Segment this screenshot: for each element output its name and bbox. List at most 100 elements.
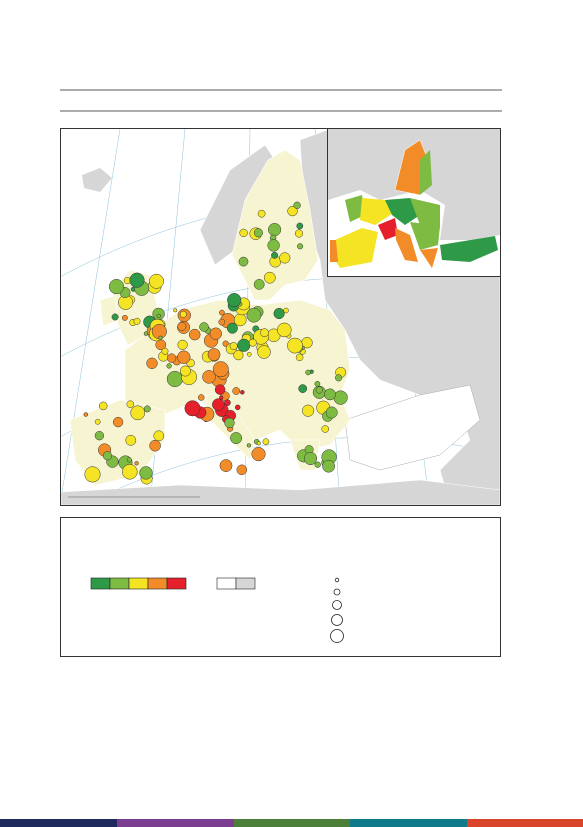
station-marker (248, 338, 257, 347)
station-marker (126, 400, 135, 408)
station-marker (177, 321, 187, 331)
station-marker (214, 384, 226, 395)
station-marker (297, 243, 304, 250)
footer-band (0, 819, 583, 827)
station-marker (232, 387, 241, 395)
station-marker (177, 350, 191, 364)
station-marker (273, 307, 285, 320)
station-marker (287, 205, 298, 217)
station-marker (233, 350, 244, 361)
map-frame (60, 128, 501, 506)
station-marker (236, 464, 248, 476)
station-marker (271, 251, 279, 259)
station-marker (207, 348, 221, 361)
map (61, 129, 500, 505)
station-marker (166, 353, 177, 363)
station-marker (314, 461, 321, 468)
station-marker (262, 438, 270, 446)
station-marker (253, 279, 265, 290)
station-marker (173, 308, 178, 313)
station-marker (314, 381, 321, 387)
station-marker (179, 310, 187, 318)
station-marker (126, 457, 132, 463)
station-marker (277, 322, 292, 338)
station-marker (219, 459, 233, 472)
station-marker (158, 335, 163, 340)
station-marker (112, 416, 124, 428)
station-marker (125, 434, 137, 446)
station-marker (294, 229, 304, 238)
station-marker (267, 239, 280, 252)
station-marker (184, 400, 201, 417)
size-legend (330, 577, 344, 643)
station-marker (166, 363, 172, 369)
station-marker (257, 345, 271, 359)
station-marker (143, 405, 151, 413)
station-marker (296, 222, 304, 230)
station-marker (287, 337, 303, 354)
station-marker (226, 322, 238, 334)
station-marker (149, 273, 164, 289)
station-marker (251, 447, 266, 462)
station-marker (246, 307, 262, 323)
inset-frame (327, 128, 501, 277)
station-marker (199, 322, 209, 332)
no-data-legend (216, 577, 256, 590)
station-marker (219, 395, 224, 400)
station-marker (139, 466, 153, 480)
station-marker (111, 313, 119, 321)
station-marker (177, 339, 188, 350)
station-marker (197, 394, 205, 401)
station-marker (134, 461, 139, 466)
station-marker (102, 451, 113, 461)
station-marker (256, 441, 261, 446)
station-marker (295, 353, 304, 362)
station-marker (279, 252, 291, 264)
station-marker (209, 327, 222, 340)
station-marker (246, 351, 252, 357)
station-marker (239, 228, 248, 238)
station-marker (219, 309, 225, 316)
station-marker (335, 374, 343, 382)
station-marker (230, 432, 243, 445)
station-marker (108, 279, 125, 295)
station-marker (321, 425, 329, 433)
station-marker (224, 399, 231, 407)
station-marker (229, 342, 238, 351)
station-marker (315, 386, 323, 394)
station-marker (324, 388, 336, 401)
station-marker (257, 209, 266, 218)
station-marker (84, 466, 101, 483)
station-marker (238, 256, 249, 267)
station-marker (98, 401, 108, 411)
station-marker (234, 404, 241, 411)
station-marker (166, 370, 183, 388)
station-marker (240, 390, 245, 395)
station-marker (224, 417, 235, 429)
station-marker (325, 406, 338, 419)
station-marker (121, 314, 128, 321)
color-legend (90, 577, 187, 590)
station-markers (83, 201, 348, 485)
station-marker (202, 370, 216, 384)
station-marker (212, 361, 229, 378)
station-marker (263, 271, 276, 284)
station-marker (298, 384, 308, 393)
station-marker (212, 398, 225, 411)
station-marker (302, 404, 315, 417)
station-marker (322, 459, 335, 473)
station-marker (237, 338, 251, 352)
station-marker (94, 418, 101, 425)
station-marker (153, 430, 165, 442)
station-marker (94, 431, 105, 441)
station-marker (83, 412, 89, 417)
station-marker (218, 318, 226, 326)
station-marker (161, 347, 169, 355)
station-marker (146, 357, 158, 369)
station-marker (293, 201, 301, 209)
station-marker (253, 228, 263, 238)
station-marker (246, 443, 252, 448)
station-marker (305, 369, 311, 376)
